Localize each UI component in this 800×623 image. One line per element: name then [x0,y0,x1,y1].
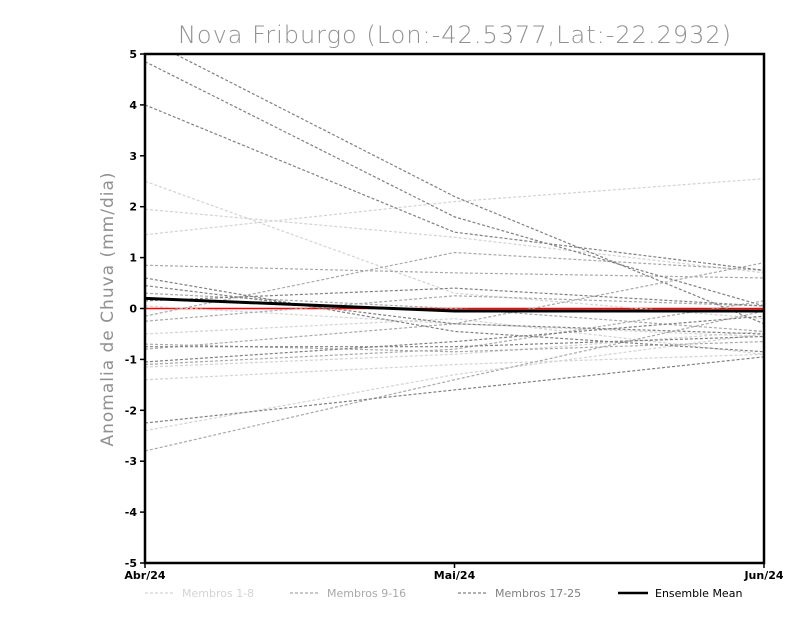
y-tick-label: 0 [129,303,137,316]
legend-label: Membros 9-16 [327,587,406,600]
member-line-g1-s2 [145,208,764,274]
y-tick-label: 1 [129,252,137,265]
member-line-g1-s4 [145,318,764,355]
y-tick-label: -2 [125,404,137,417]
member-line-g1-s6 [145,333,764,432]
member-line-g2-s6 [145,292,764,333]
member-line-g2-s8 [145,295,764,322]
member-line-g3-s4 [145,277,764,353]
member-line-g1-s5 [145,353,764,381]
legend-label: Ensemble Mean [655,587,742,600]
member-line-g3-s2 [145,61,764,307]
chart-title: Nova Friburgo (Lon:-42.5377,Lat:-22.2932… [178,21,732,49]
y-tick-label: 4 [129,99,137,112]
member-line-g3-s5 [145,284,764,335]
member-line-g1-s3 [145,178,764,236]
x-tick-label: Jun/24 [743,569,783,582]
legend-label: Membros 17-25 [495,587,581,600]
member-line-g3-s9 [145,315,764,363]
y-tick-label: 5 [129,48,137,61]
member-line-g2-s1 [145,264,764,279]
member-line-g3-s6 [145,287,764,307]
member-line-g3-s7 [145,356,764,424]
member-line-g3-s3 [145,104,764,271]
y-axis-label: Anomalia de Chuva (mm/dia) [98,171,118,446]
x-tick-label: Mai/24 [434,569,476,582]
member-line-g2-s2 [145,251,764,317]
member-line-g2-s5 [145,310,764,452]
x-tick-label: Abr/24 [124,569,165,582]
member-line-g3-s1 [173,54,764,325]
y-tick-label: 2 [129,201,137,214]
legend-label: Membros 1-8 [182,587,254,600]
y-tick-label: 3 [129,150,137,163]
y-tick-label: -5 [125,557,137,570]
series-lines [145,54,764,452]
ensemble-mean-line [145,296,764,313]
y-tick-label: -1 [125,353,137,366]
member-line-g3-s8 [145,335,764,348]
y-tick-label: -3 [125,455,137,468]
member-line-g2-s3 [145,262,764,350]
member-line-g1-s7 [145,330,764,368]
y-tick-label: -4 [125,506,138,519]
legend: Membros 1-8 Membros 9-16 Membros 17-25 Ense… [145,587,742,600]
